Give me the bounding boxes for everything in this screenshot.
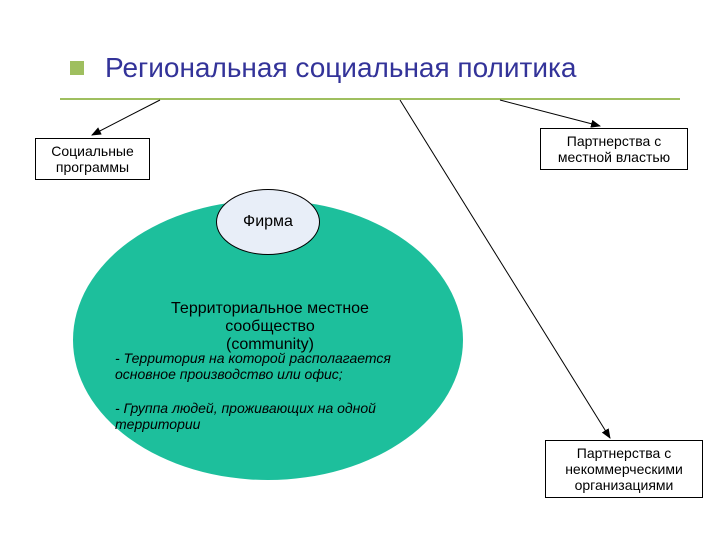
title-bullet [70, 61, 84, 75]
community-label-line2: сообщество [160, 318, 380, 336]
arrow-to-authority [500, 100, 600, 126]
box-social-programs-label: Социальныепрограммы [51, 143, 134, 175]
box-nonprofit: Партнерства снекоммерческимиорганизациям… [545, 440, 703, 498]
title-underline [60, 98, 680, 100]
box-nonprofit-label: Партнерства снекоммерческимиорганизациям… [565, 445, 683, 493]
detail-people: - Группа людей, проживающих на одной тер… [115, 400, 425, 432]
firm-ellipse: Фирма [216, 189, 320, 255]
detail-territory: - Территория на которой располагается ос… [115, 350, 425, 382]
community-label: Территориальное местное сообщество (comm… [160, 300, 380, 354]
firm-label: Фирма [243, 213, 293, 231]
box-local-authority-label: Партнерства сместной властью [558, 133, 670, 165]
community-label-line1: Территориальное местное [160, 300, 380, 318]
box-social-programs: Социальныепрограммы [35, 138, 150, 180]
box-local-authority: Партнерства сместной властью [540, 128, 688, 170]
arrow-to-social [92, 100, 160, 135]
slide-title: Региональная социальная политика [105, 52, 576, 84]
